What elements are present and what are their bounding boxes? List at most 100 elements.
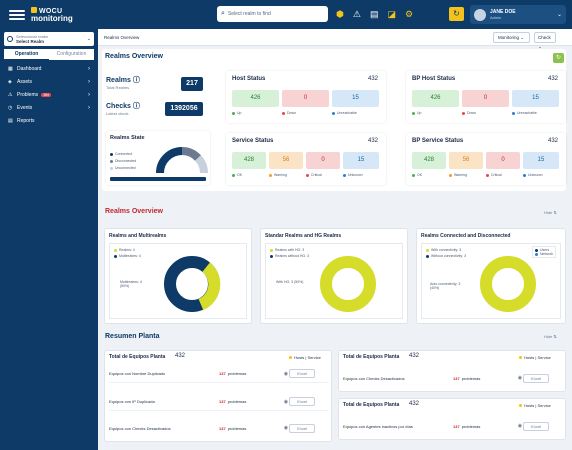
card-title: BP Service Status [412, 138, 464, 144]
toolbar-icons: ⬢ ⚠ ▤ ◪ ⚙ [336, 8, 413, 20]
section-title-resumen-planta: Resumen Planta [105, 333, 160, 340]
sidebar-item-reports[interactable]: ▤ Reports [0, 114, 98, 127]
bp-service-warning-tile[interactable]: 56 [449, 152, 483, 169]
sidebar-item-problems[interactable]: ⚠ Problems 184 › [0, 88, 98, 101]
donut-label: Multirealms: 4 (50%) [120, 280, 142, 288]
row-label: Equipos con Checks Desactivados [109, 425, 171, 431]
refresh-icon[interactable]: ↻ [553, 53, 564, 63]
eye-icon[interactable]: ◉ [283, 370, 289, 377]
plant-row: Equipos con Checks Desactivados 137 probl… [343, 369, 563, 387]
chevron-right-icon: › [88, 91, 90, 98]
breadcrumb-bar: Realms Overview Monitoring ⌄ Check ⌄ [98, 29, 572, 49]
alert-icon[interactable]: ⚠ [352, 9, 361, 19]
events-icon: ◷ [8, 104, 13, 111]
sidebar-item-assets[interactable]: ◈ Assets › [0, 75, 98, 88]
realms-state-title: Realms State [110, 135, 145, 141]
host-up-tile[interactable]: 426 [232, 90, 279, 107]
realm-search-input[interactable]: ⌕ Select realm to find [217, 6, 328, 22]
menu-icon[interactable] [9, 9, 25, 20]
hide-toggle[interactable]: Hide ⇅ [544, 334, 557, 339]
host-unreachable-tile[interactable]: 15 [332, 90, 379, 107]
legend-critical: Critical [306, 173, 322, 177]
service-critical-tile[interactable]: 0 [306, 152, 340, 169]
legend-unknown: Unknown [523, 173, 543, 177]
bp-service-ok-tile[interactable]: 428 [412, 152, 446, 169]
legend-users: Users [535, 248, 553, 252]
eye-icon[interactable]: ◉ [283, 398, 289, 405]
hosts-service-toggle[interactable]: Hosts | Service [519, 403, 551, 408]
tab-configuration[interactable]: Configuration [56, 51, 87, 57]
logo-text-2: monitoring [31, 14, 73, 23]
chart-standard-hg-realms: Standar Realms and HG Realms Realms with… [260, 228, 408, 324]
chart-title: Realms Connected and Disconnected [421, 233, 511, 239]
legend-with-hg: Realms with HG: 3 [270, 248, 304, 252]
document-icon[interactable]: ▤ [369, 9, 379, 19]
hosts-service-toggle[interactable]: Hosts | Service [289, 355, 321, 360]
chart-icon[interactable]: ◪ [387, 9, 396, 19]
donut-label: Auto connectivity: 3 (40%) [430, 282, 461, 290]
bp-host-up-tile[interactable]: 426 [412, 90, 459, 107]
hide-toggle[interactable]: Hide ⇅ [544, 210, 557, 215]
bp-service-critical-tile[interactable]: 0 [486, 152, 520, 169]
check-button[interactable]: Check ⌄ [534, 32, 556, 49]
search-placeholder: Select realm to find [227, 11, 271, 17]
legend-network: Network [535, 252, 553, 256]
legend-unknown: Unknown [343, 173, 363, 177]
service-ok-tile[interactable]: 428 [232, 152, 266, 169]
card-total: 432 [367, 76, 378, 82]
settings-icon[interactable]: ⚙ [404, 9, 414, 19]
monitoring-label: Monitoring [498, 35, 520, 40]
bp-host-unreachable-tile[interactable]: 15 [512, 90, 559, 107]
excel-button[interactable]: Excel [289, 397, 316, 406]
bp-service-unknown-tile[interactable]: 15 [523, 152, 559, 169]
legend-up: Up [232, 111, 241, 115]
problems-icon: ⚠ [8, 91, 13, 98]
card-title: Total de Equipos Planta [343, 354, 400, 360]
sidebar-item-label: Dashboard [17, 65, 42, 72]
assets-icon: ◈ [8, 78, 12, 85]
sidebar-item-dashboard[interactable]: ▦ Dashboard › [0, 62, 98, 75]
problem-count: 137 [219, 371, 226, 376]
legend-without-connectivity: Without connectivity: 3 [426, 254, 466, 258]
excel-button[interactable]: Excel [289, 423, 316, 433]
card-total: 432 [409, 353, 420, 359]
monitoring-button[interactable]: Monitoring ⌄ [493, 32, 530, 43]
legend-critical: Critical [486, 173, 502, 177]
eye-icon[interactable]: ◉ [517, 423, 523, 429]
logo-text-1: WOCU [39, 8, 63, 15]
service-warning-tile[interactable]: 56 [269, 152, 303, 169]
service-status-card: Service Status 432 428 56 0 15 OK Warnin… [226, 133, 386, 185]
user-menu[interactable]: JANE DOE Admin ⌄ [470, 5, 566, 24]
row-label: Equipos con Checks Desactivados [343, 375, 405, 381]
reload-button[interactable]: ↻ [449, 7, 464, 21]
legend-without-hg: Realms without HG: 3 [270, 254, 309, 258]
host-down-tile[interactable]: 0 [282, 90, 329, 107]
eye-icon[interactable]: ◉ [517, 375, 523, 381]
problem-count: 137 [219, 399, 226, 404]
excel-button[interactable]: Excel [523, 421, 550, 431]
service-unknown-tile[interactable]: 15 [343, 152, 379, 169]
realm-icon [7, 36, 13, 42]
card-title: BP Host Status [412, 76, 456, 82]
card-total: 432 [547, 76, 558, 82]
tab-operation[interactable]: Operation [4, 49, 49, 60]
realm-selector[interactable]: Seleccionar realm Select Realm ⌄ [4, 32, 94, 46]
excel-button[interactable]: Excel [523, 373, 550, 383]
bp-host-down-tile[interactable]: 0 [462, 90, 509, 107]
realm-icon[interactable]: ⬢ [336, 9, 344, 19]
legend-up: Up [412, 111, 421, 115]
info-icon: ⓘ [132, 103, 140, 110]
reports-icon: ▤ [8, 117, 13, 124]
donut-chart-connectivity [480, 256, 536, 312]
plant-card-1: Total de Equipos Planta 432 Hosts | Serv… [104, 350, 332, 442]
excel-button[interactable]: Excel [289, 369, 316, 378]
hosts-service-toggle[interactable]: Hosts | Service [519, 355, 551, 360]
eye-icon[interactable]: ◉ [283, 425, 289, 431]
chart-connected-disconnected: Realms Connected and Disconnected With c… [416, 228, 566, 324]
sidebar-item-events[interactable]: ◷ Events › [0, 101, 98, 114]
legend-unreachable: Unreachable [512, 111, 537, 115]
user-role: Admin [490, 15, 502, 20]
info-icon: ⓘ [132, 77, 140, 84]
section-title: Realms Overview [105, 53, 163, 60]
logo: WOCU monitoring [31, 7, 73, 23]
